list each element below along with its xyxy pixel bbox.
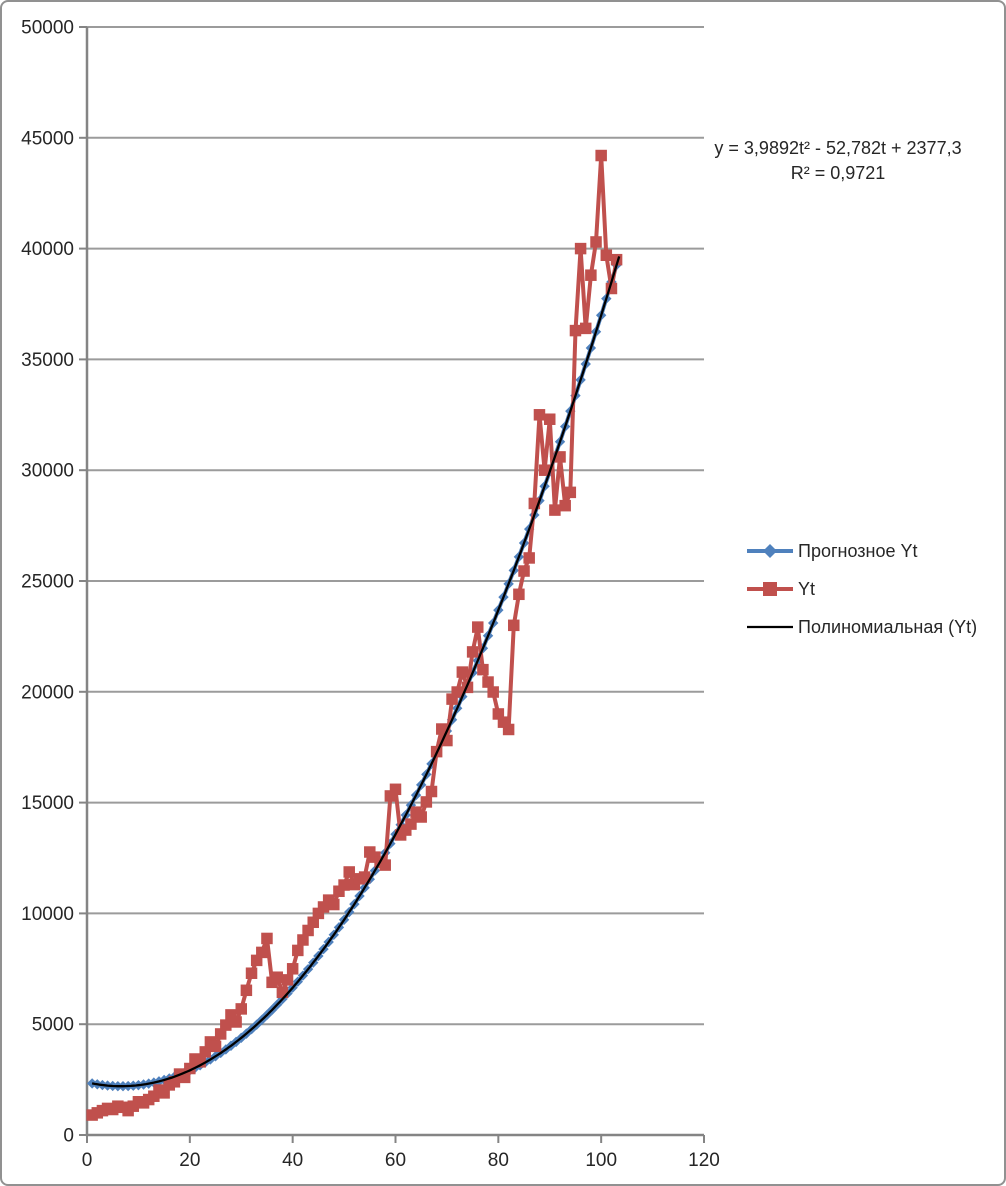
legend-label-yt: Yt: [798, 578, 816, 599]
series-markers-0[interactable]: [86, 259, 622, 1092]
legend-square-marker-icon: [747, 582, 793, 596]
trendline-equation-label: y = 3,9892t² - 52,782t + 2377,3 R² = 0,9…: [666, 136, 1004, 186]
svg-text:80: 80: [488, 1150, 509, 1171]
series-line-0[interactable]: [91, 264, 619, 1089]
svg-text:0: 0: [82, 1150, 93, 1171]
legend-trendline-icon: [747, 625, 793, 629]
legend-label-forecast: Прогнозное Yt: [798, 540, 918, 561]
trendline-path[interactable]: [91, 256, 621, 1088]
svg-text:25000: 25000: [21, 572, 74, 593]
y-axis-tick-labels: 0 5000 10000 15000 20000 25000 30000 35000 40000…: [21, 18, 74, 1147]
x-axis-tick-labels: 0 20 40 60 80 100 120: [82, 1150, 720, 1171]
svg-text:60: 60: [385, 1150, 406, 1171]
legend-label-trendline: Полиномиальная (Yt): [798, 616, 978, 637]
svg-text:30000: 30000: [21, 461, 74, 482]
axes: [79, 26, 705, 1143]
svg-text:15000: 15000: [21, 793, 74, 814]
svg-text:120: 120: [688, 1150, 720, 1171]
gridlines: [87, 26, 704, 1026]
r-squared-line: R² = 0,9721: [790, 163, 886, 183]
svg-text:35000: 35000: [21, 350, 74, 371]
svg-text:50000: 50000: [21, 18, 74, 39]
legend[interactable]: Прогнозное Yt Yt Полиномиальная (Yt): [746, 540, 978, 656]
svg-text:0: 0: [63, 1126, 74, 1147]
svg-text:45000: 45000: [21, 128, 74, 149]
svg-text:40: 40: [282, 1150, 303, 1171]
svg-text:10000: 10000: [21, 904, 74, 925]
svg-text:20: 20: [179, 1150, 200, 1171]
legend-item-trendline[interactable]: Полиномиальная (Yt): [746, 616, 978, 637]
svg-text:40000: 40000: [21, 239, 74, 260]
legend-item-yt[interactable]: Yt: [746, 578, 977, 599]
svg-text:5000: 5000: [32, 1015, 74, 1036]
legend-diamond-marker-icon: [747, 544, 793, 558]
equation-line: y = 3,9892t² - 52,782t + 2377,3: [714, 138, 962, 158]
series-markers-1[interactable]: [86, 149, 623, 1121]
legend-item-forecast[interactable]: Прогнозное Yt: [746, 540, 977, 561]
svg-text:20000: 20000: [21, 682, 74, 703]
svg-text:100: 100: [585, 1150, 617, 1171]
series-line-1[interactable]: [91, 153, 619, 1117]
